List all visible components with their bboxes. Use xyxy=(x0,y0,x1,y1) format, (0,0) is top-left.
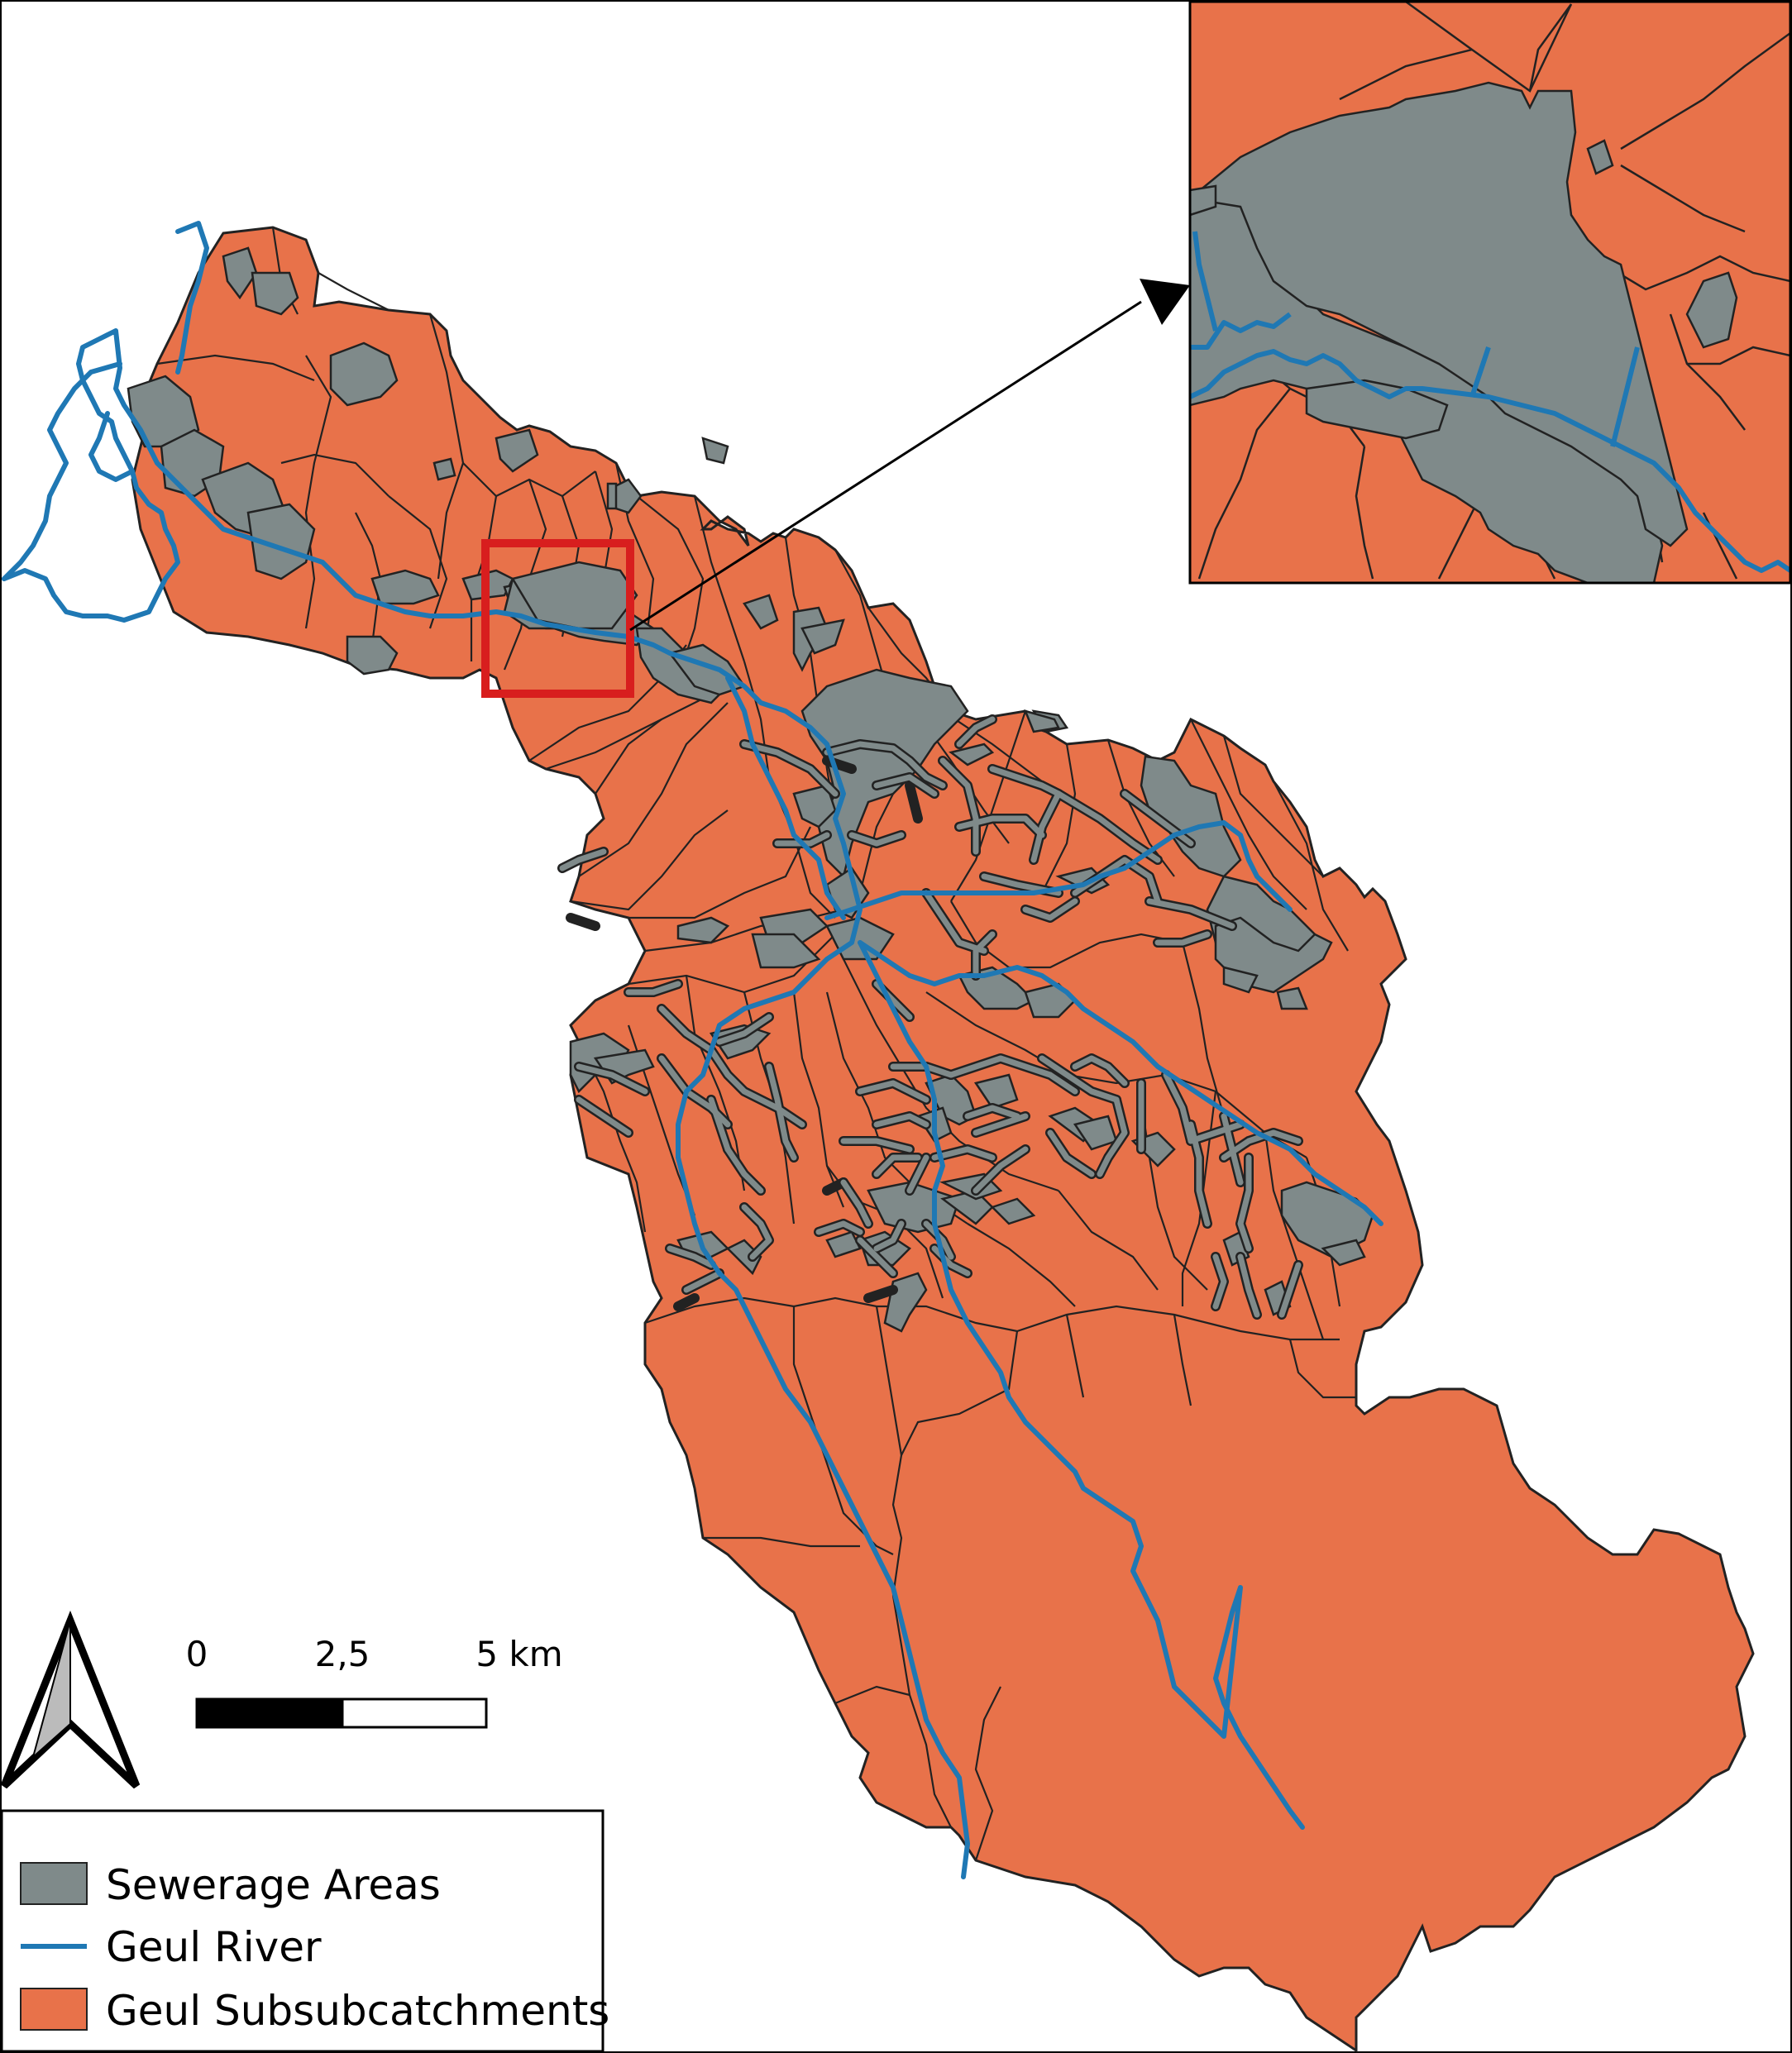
scale-segment-dark xyxy=(195,1697,344,1729)
north-arrow-icon xyxy=(0,1610,141,1789)
sewerage-strips-fill xyxy=(559,716,1302,1318)
river-mid-tributary xyxy=(725,676,846,920)
river-tributary-east xyxy=(824,820,1293,920)
river-northwest-branch xyxy=(175,221,209,375)
inset-river xyxy=(1190,349,1790,573)
legend-swatch-sewerage xyxy=(20,1862,88,1905)
river-tributary-southeast xyxy=(858,940,1383,1226)
river-main-west xyxy=(2,328,970,1879)
scale-segment-light xyxy=(341,1697,488,1729)
sewerage-areas-layer xyxy=(127,246,1374,1333)
highlight-box xyxy=(481,539,634,698)
scale-label-0: 0 xyxy=(186,1634,208,1674)
zoom-leader-line xyxy=(629,300,1142,632)
inset-frame xyxy=(1188,0,1792,585)
legend-label-subcatchments: Geul Subsubcatchments xyxy=(106,1987,609,2035)
zoom-arrow-head xyxy=(1140,279,1190,325)
scale-bar: 0 2,5 5 km xyxy=(186,1634,563,1729)
legend-box xyxy=(0,1809,605,2053)
legend-swatch-subcatchments xyxy=(20,1988,88,2031)
river-tributary-south xyxy=(858,940,1305,1830)
scale-label-end: 5 km xyxy=(475,1634,562,1674)
river-branch-northwest-2 xyxy=(88,411,135,482)
subcatchment-boundaries xyxy=(156,227,1356,1861)
legend: Sewerage Areas Geul River Geul Subsubcat… xyxy=(0,1809,609,2053)
inset-map xyxy=(1190,2,1790,583)
river-west-loop xyxy=(2,361,122,581)
legend-label-river: Geul River xyxy=(106,1923,322,1971)
inset-sewerage-top xyxy=(1190,81,1689,547)
scale-label-mid: 2,5 xyxy=(315,1634,370,1674)
legend-label-sewerage: Sewerage Areas xyxy=(106,1861,441,1909)
geul-river-layer xyxy=(2,221,1383,1879)
